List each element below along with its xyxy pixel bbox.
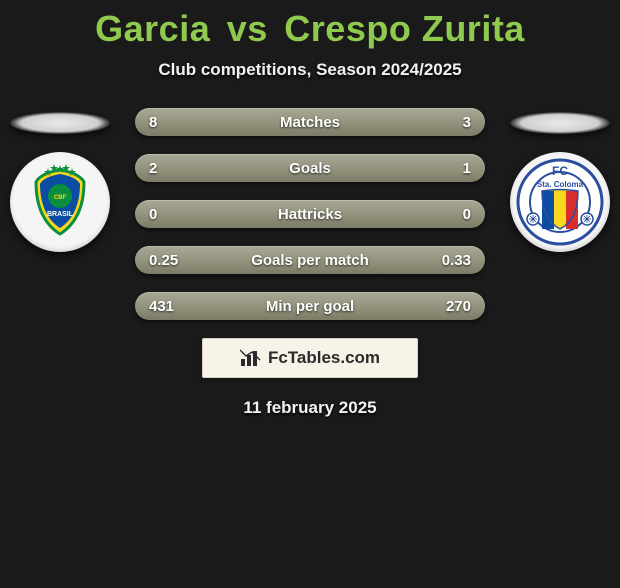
watermark-text: FcTables.com	[268, 348, 380, 368]
stat-left-value: 0	[149, 206, 157, 223]
crest-right-icon: FC Sta. Coloma	[515, 157, 605, 247]
stat-row: 2 Goals 1	[135, 154, 485, 182]
footer-date: 11 february 2025	[0, 398, 620, 418]
comparison-content: CBF BRASIL FC Sta. Coloma	[0, 108, 620, 418]
fc-sta-coloma-crest: FC Sta. Coloma	[510, 152, 610, 252]
svg-text:BRASIL: BRASIL	[47, 211, 74, 218]
stat-left-value: 8	[149, 114, 157, 131]
svg-text:CBF: CBF	[54, 195, 67, 201]
page-title: Garcia vs Crespo Zurita	[0, 8, 620, 50]
stat-row: 8 Matches 3	[135, 108, 485, 136]
stat-left-value: 2	[149, 160, 157, 177]
shadow-ellipse	[510, 112, 610, 134]
svg-text:Sta. Coloma: Sta. Coloma	[537, 180, 584, 189]
stat-label: Min per goal	[135, 298, 485, 315]
shadow-ellipse	[10, 112, 110, 134]
stat-label: Matches	[135, 114, 485, 131]
cbf-brasil-crest: CBF BRASIL	[10, 152, 110, 252]
stat-right-value: 3	[463, 114, 471, 131]
right-badge-column: FC Sta. Coloma	[510, 108, 610, 252]
svg-text:FC: FC	[552, 164, 568, 178]
player2-name: Crespo Zurita	[284, 8, 525, 49]
stat-right-value: 1	[463, 160, 471, 177]
stat-row: 0 Hattricks 0	[135, 200, 485, 228]
stat-left-value: 0.25	[149, 252, 178, 269]
bar-chart-icon	[240, 349, 262, 367]
stat-label: Goals per match	[135, 252, 485, 269]
crest-left-icon: CBF BRASIL	[20, 162, 100, 242]
fctables-watermark: FcTables.com	[202, 338, 418, 378]
player1-name: Garcia	[95, 8, 210, 49]
stat-label: Hattricks	[135, 206, 485, 223]
left-badge-column: CBF BRASIL	[10, 108, 110, 252]
stat-right-value: 0.33	[442, 252, 471, 269]
stat-right-value: 0	[463, 206, 471, 223]
stat-left-value: 431	[149, 298, 174, 315]
stat-row: 0.25 Goals per match 0.33	[135, 246, 485, 274]
stat-label: Goals	[135, 160, 485, 177]
vs-label: vs	[227, 8, 268, 49]
subtitle: Club competitions, Season 2024/2025	[0, 60, 620, 80]
stat-bars: 8 Matches 3 2 Goals 1 0 Hattricks 0 0.25…	[135, 108, 485, 320]
stat-right-value: 270	[446, 298, 471, 315]
stat-row: 431 Min per goal 270	[135, 292, 485, 320]
